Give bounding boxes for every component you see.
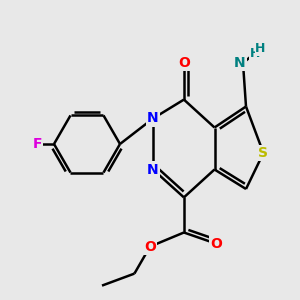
Text: N: N: [147, 163, 159, 176]
Text: O: O: [178, 56, 190, 70]
Text: N: N: [147, 112, 159, 125]
Text: S: S: [258, 146, 268, 160]
Text: O: O: [210, 237, 222, 250]
Text: O: O: [144, 240, 156, 254]
Text: H: H: [250, 47, 260, 61]
Text: F: F: [33, 137, 42, 151]
Text: N: N: [234, 56, 246, 70]
Text: H: H: [255, 42, 266, 55]
